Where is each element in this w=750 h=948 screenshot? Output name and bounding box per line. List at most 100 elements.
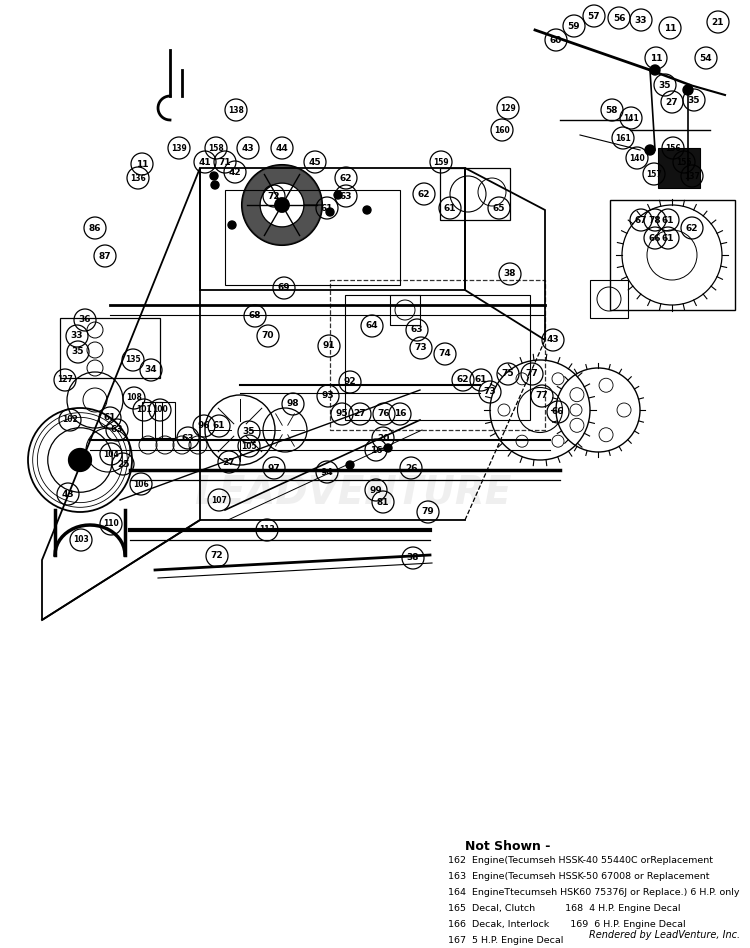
Text: 155: 155	[676, 157, 692, 167]
Text: 61: 61	[662, 215, 674, 225]
Text: 135: 135	[125, 356, 141, 364]
Text: 92: 92	[344, 377, 356, 387]
Text: Rendered by LeadVenture, Inc.: Rendered by LeadVenture, Inc.	[589, 930, 740, 940]
Text: 11: 11	[650, 53, 662, 63]
Text: 113: 113	[260, 525, 274, 535]
Text: 27: 27	[354, 410, 366, 418]
Text: 110: 110	[103, 520, 118, 528]
Text: 166  Decak, Interlock       169  6 H.P. Engine Decal: 166 Decak, Interlock 169 6 H.P. Engine D…	[448, 920, 686, 929]
Text: 11: 11	[664, 24, 676, 32]
Text: 61: 61	[104, 413, 116, 423]
Text: 96: 96	[198, 422, 210, 430]
Text: 56: 56	[613, 13, 626, 23]
Circle shape	[650, 65, 660, 75]
Text: 43: 43	[62, 489, 74, 499]
Text: 93: 93	[322, 392, 334, 400]
Text: 62: 62	[686, 224, 698, 232]
Text: 44: 44	[276, 143, 288, 153]
Text: 62: 62	[418, 190, 430, 198]
Text: 65: 65	[493, 204, 506, 212]
Text: 34: 34	[145, 366, 158, 374]
Circle shape	[274, 198, 290, 212]
Text: 161: 161	[615, 134, 631, 142]
Text: 61: 61	[444, 204, 456, 212]
Text: 57: 57	[588, 11, 600, 21]
Text: 61: 61	[475, 375, 488, 385]
Text: 136: 136	[130, 173, 146, 183]
Text: LEADVENTURE: LEADVENTURE	[194, 474, 512, 512]
Text: 107: 107	[211, 496, 227, 504]
Text: 68: 68	[249, 312, 261, 320]
Text: 77: 77	[526, 370, 538, 378]
Text: 104: 104	[103, 449, 118, 459]
Text: 25: 25	[117, 460, 129, 468]
Text: 167  5 H.P. Engine Decal: 167 5 H.P. Engine Decal	[448, 936, 563, 945]
Text: 38: 38	[406, 554, 419, 562]
Text: 67: 67	[634, 215, 647, 225]
Text: 62: 62	[340, 173, 352, 183]
Circle shape	[210, 172, 218, 180]
Text: 26: 26	[405, 464, 417, 472]
Text: 64: 64	[366, 321, 378, 331]
Text: 38: 38	[504, 269, 516, 279]
Text: 27: 27	[666, 98, 678, 106]
Circle shape	[683, 175, 693, 185]
Text: 94: 94	[321, 467, 333, 477]
Text: 141: 141	[623, 114, 639, 122]
Text: 61: 61	[321, 204, 333, 212]
Text: 35: 35	[688, 96, 700, 104]
Text: 78: 78	[649, 215, 662, 225]
Text: 69: 69	[278, 283, 290, 293]
Text: 60: 60	[550, 35, 562, 45]
Text: 159: 159	[433, 157, 448, 167]
Text: 103: 103	[74, 536, 88, 544]
Text: 162  Engine(Tecumseh HSSK-40 55440C orReplacement: 162 Engine(Tecumseh HSSK-40 55440C orRep…	[448, 856, 713, 865]
Text: 160: 160	[494, 125, 510, 135]
Text: 81: 81	[376, 498, 389, 506]
Text: 41: 41	[199, 157, 211, 167]
Text: 129: 129	[500, 103, 516, 113]
Circle shape	[363, 206, 371, 214]
Text: 157: 157	[646, 170, 662, 178]
Text: 101: 101	[136, 406, 152, 414]
Text: 106: 106	[134, 480, 148, 488]
Text: 63: 63	[340, 191, 352, 200]
Text: 43: 43	[547, 336, 560, 344]
Text: 76: 76	[378, 410, 390, 418]
Text: 63: 63	[411, 325, 423, 335]
Text: 87: 87	[99, 251, 111, 261]
Text: 21: 21	[712, 17, 724, 27]
Text: 156: 156	[665, 143, 681, 153]
Text: 98: 98	[286, 399, 299, 409]
Text: 91: 91	[322, 341, 335, 351]
Text: 163  Engine(Tecumseh HSSK-50 67008 or Replacement: 163 Engine(Tecumseh HSSK-50 67008 or Rep…	[448, 872, 710, 881]
Text: 165  Decal, Clutch          168  4 H.P. Engine Decal: 165 Decal, Clutch 168 4 H.P. Engine Deca…	[448, 904, 680, 913]
Text: 75: 75	[502, 370, 515, 378]
Text: 71: 71	[219, 157, 231, 167]
Text: 16: 16	[394, 410, 406, 418]
Text: 72: 72	[211, 552, 224, 560]
Text: 35: 35	[658, 81, 671, 89]
Text: 73: 73	[415, 343, 428, 353]
Circle shape	[645, 145, 655, 155]
Text: 33: 33	[70, 332, 83, 340]
Text: 108: 108	[126, 393, 142, 403]
Text: 45: 45	[309, 157, 321, 167]
Polygon shape	[242, 165, 322, 245]
Text: 61: 61	[213, 422, 225, 430]
Text: 16: 16	[370, 446, 382, 454]
Text: 20: 20	[376, 433, 389, 443]
Text: 70: 70	[262, 332, 274, 340]
Text: 36: 36	[79, 316, 92, 324]
Text: 77: 77	[536, 392, 548, 400]
Text: 66: 66	[552, 408, 564, 416]
Text: 58: 58	[606, 105, 618, 115]
Circle shape	[346, 461, 354, 469]
Text: 61: 61	[662, 233, 674, 243]
Text: 97: 97	[268, 464, 280, 472]
Text: 59: 59	[568, 22, 580, 30]
Circle shape	[68, 448, 92, 471]
Text: 33: 33	[634, 15, 647, 25]
Text: 73: 73	[484, 388, 496, 396]
Text: 79: 79	[422, 507, 434, 517]
